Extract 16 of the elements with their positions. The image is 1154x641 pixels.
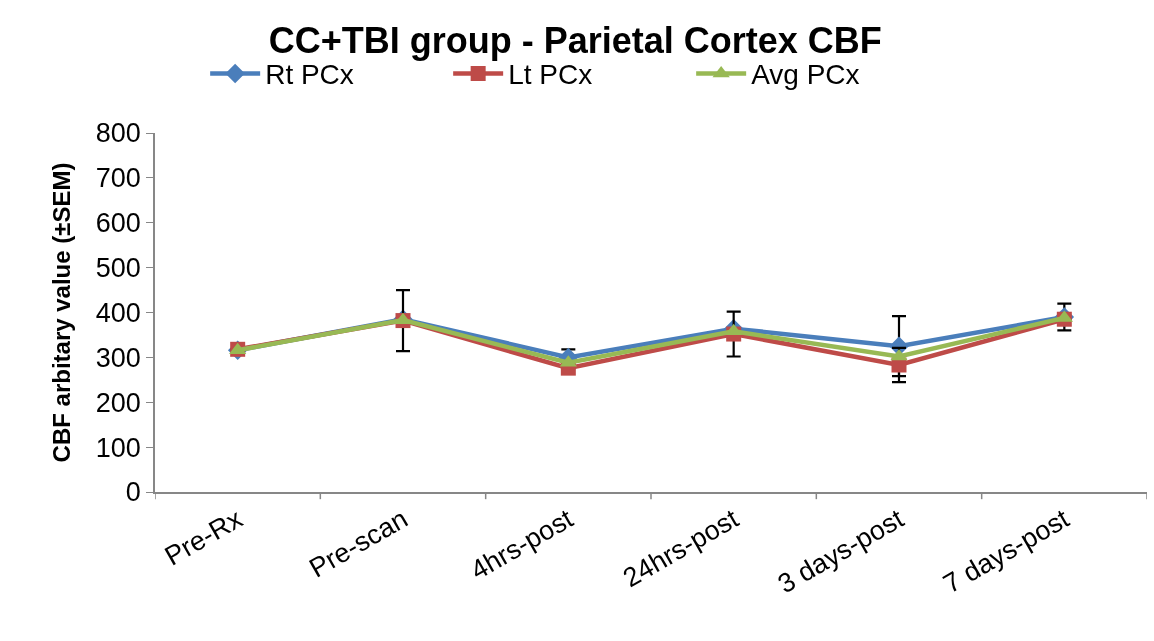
legend-label: Lt PCx (508, 59, 593, 91)
point (890, 348, 908, 361)
legend-label: Avg PCx (751, 59, 860, 91)
chart-title: CC+TBI group - Parietal Cortex CBF (268, 19, 882, 61)
y-tick-label: 700 (95, 163, 141, 194)
y-tick-label: 400 (95, 297, 141, 328)
y-tick-label: 500 (95, 253, 141, 284)
point (725, 323, 743, 336)
y-tick-label: 100 (95, 432, 141, 463)
legend-label: Rt PCx (265, 59, 354, 91)
y-tick-label: 800 (95, 118, 141, 149)
y-tick-label: 200 (95, 387, 141, 418)
y-tick-label: 600 (95, 208, 141, 239)
y-tick-label: 0 (125, 477, 141, 508)
y-tick-label: 300 (95, 342, 141, 373)
y-axis-title: CBF arbitary value (±SEM) (48, 162, 76, 463)
